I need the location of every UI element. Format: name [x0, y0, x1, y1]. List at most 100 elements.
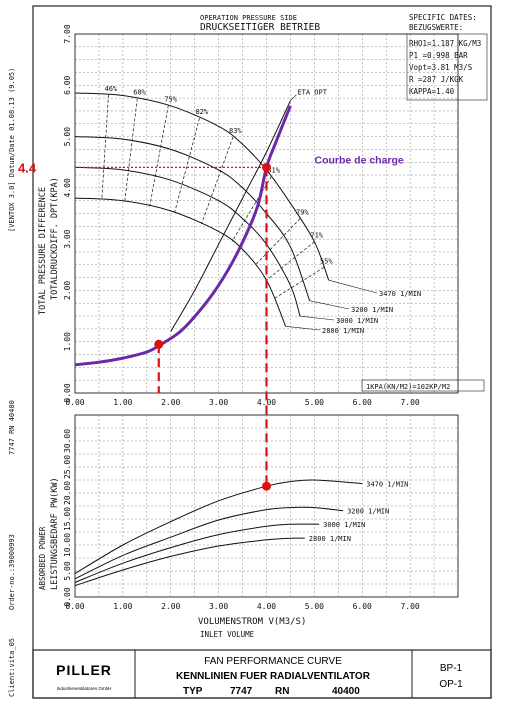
y-tick-label: 20.00 — [63, 481, 72, 505]
y-tick-label: 30.00 — [63, 429, 72, 453]
y-tick-label: 5.00 — [63, 561, 72, 580]
x-tick-label: 5.00 — [305, 602, 324, 611]
power-ylabel-en: ABSORBED POWER — [38, 526, 47, 590]
spec-row: KAPPA=1.40 — [409, 87, 455, 96]
title-line1: FAN PERFORMANCE CURVE — [204, 656, 342, 667]
efficiency-label: 55% — [320, 257, 333, 265]
side-order: Order-no.:39000993 — [8, 534, 16, 610]
efficiency-line — [124, 98, 138, 202]
series-label: 3470 1/MIN — [379, 290, 421, 298]
x-tick-label: 3.00 — [209, 398, 228, 407]
conversion-note-box — [361, 379, 485, 392]
side-job: 7747 RN 40400 — [8, 400, 16, 455]
y-tick-label: 1.00 — [63, 332, 72, 351]
spec-row: R =287 J/KGK — [409, 75, 464, 84]
annotation-overlay: 4.4 Courbe de charge — [18, 105, 404, 491]
company-logo: PILLER — [56, 662, 112, 678]
pressure-chart: 0.00 1.00 2.00 3.00 4.00 5.00 6.00 7.00 0.00 1.00… — [63, 24, 459, 407]
side-version: [VENTOX 3.0] Datum/Date 01.08.13 (9.05) — [8, 68, 16, 232]
series-label: 2800 1/MIN — [322, 327, 364, 335]
spec-row: P1 =0.998 BAR — [409, 51, 468, 60]
power-point-marker — [262, 481, 271, 491]
x-tick-label: 2.00 — [161, 602, 180, 611]
x-tick-label: 7.00 — [400, 602, 419, 611]
y-tick-label: 25.00 — [63, 455, 72, 479]
y-tick-label: 4.00 — [63, 178, 72, 197]
typ-label: TYP — [183, 686, 203, 697]
series-line — [74, 506, 344, 580]
x-tick-label: 5.00 — [305, 398, 324, 407]
efficiency-label: 71% — [310, 232, 323, 240]
x-tick-label: 4.00 — [257, 602, 276, 611]
y-tick-label: 5.00 — [63, 127, 72, 146]
y-tick-label: 15.00 — [63, 507, 72, 531]
x-tick-label: 2.00 — [161, 398, 180, 407]
efficiency-label: 82% — [195, 108, 208, 116]
series-label: 3470 1/MIN — [366, 481, 408, 489]
efficiency-line — [231, 176, 272, 242]
efficiency-line — [266, 241, 315, 281]
efficiency-line — [149, 105, 169, 207]
y-tick-label: 3.00 — [63, 229, 72, 248]
x-tick-label: 3.00 — [209, 602, 228, 611]
title-block: PILLER Industrieventilatoren GmbH FAN PE… — [32, 649, 492, 699]
x-tick-label: 6.00 — [353, 602, 372, 611]
conversion-note: 1KPA(KN/M2)=102KP/M2 — [366, 383, 450, 391]
label-leader — [299, 315, 335, 321]
series-line — [74, 479, 363, 575]
pressure-ylabel-de: TOTALDRUCKDIFF. DPT(KPA) — [50, 177, 60, 300]
efficiency-label: 83% — [229, 127, 242, 135]
specs-title1: SPECIFIC DATES: — [409, 13, 477, 22]
efficiency-label: 79% — [296, 209, 309, 217]
x-tick-label: 0.00 — [65, 398, 84, 407]
efficiency-label: 81% — [267, 167, 280, 175]
series-line — [74, 537, 305, 587]
y-tick-label: 10.00 — [63, 533, 72, 557]
side-client: Client:vita_05 — [8, 638, 16, 697]
typ-value: 7747 — [230, 686, 253, 697]
series-line — [74, 136, 311, 301]
series-label: 3200 1/MIN — [351, 306, 393, 314]
y-tick-label: 0.00 — [63, 383, 72, 402]
x-tick-label: 7.00 — [400, 398, 419, 407]
y-tick-label: 0.00 — [63, 587, 72, 606]
power-chart: 0.00 1.00 2.00 3.00 4.00 5.00 6.00 7.00 0.00 5.00… — [63, 414, 459, 611]
efficiency-line — [101, 94, 109, 200]
efficiency-label: 68% — [133, 89, 146, 97]
y-tick-label: 7.00 — [63, 24, 72, 43]
operating-point-marker — [262, 162, 271, 172]
eta-opt-line — [170, 100, 291, 332]
header-line2: DRUCKSEITIGER BETRIEB — [200, 22, 320, 33]
efficiency-line — [254, 218, 301, 266]
x-tick-label: 0.00 — [65, 602, 84, 611]
power-ylabel-de: LEISTUNGSBEDARF PW(KW) — [50, 477, 60, 590]
series-label: 2800 1/MIN — [309, 535, 351, 543]
low-point-marker — [154, 339, 164, 349]
code-2: OP-1 — [439, 679, 463, 690]
code-1: BP-1 — [440, 663, 463, 674]
y-tick-label: 6.00 — [63, 75, 72, 94]
xlabel-de: VOLUMENSTROM V(M3/S) — [198, 617, 306, 627]
rn-value: 40400 — [332, 686, 360, 697]
eta-opt-leader — [290, 94, 297, 101]
series-line — [74, 166, 301, 317]
efficiency-label: 46% — [105, 85, 118, 93]
efficiency-line — [174, 118, 200, 213]
series-line — [74, 92, 330, 281]
label-leader — [309, 300, 350, 310]
label-leader — [328, 279, 378, 294]
pressure-ylabel-en: TOTAL PRESSURE DIFFERENCE — [38, 187, 48, 315]
x-tick-label: 1.00 — [113, 398, 132, 407]
efficiency-line — [201, 136, 234, 225]
x-tick-label: 1.00 — [113, 602, 132, 611]
operating-value-label: 4.4 — [18, 160, 37, 175]
spec-row: RHO1=1.187 KG/M3 — [409, 39, 481, 48]
title-line2: KENNLINIEN FUER RADIALVENTILATOR — [176, 671, 371, 682]
series-line — [74, 523, 320, 583]
curve-label: Courbe de charge — [315, 154, 404, 166]
specs-box: SPECIFIC DATES: BEZUGSWERTE: RHO1=1.187 … — [406, 13, 488, 101]
eta-opt-label: ETA OPT — [297, 89, 327, 97]
series-label: 3000 1/MIN — [336, 317, 378, 325]
x-tick-label: 4.00 — [257, 398, 276, 407]
